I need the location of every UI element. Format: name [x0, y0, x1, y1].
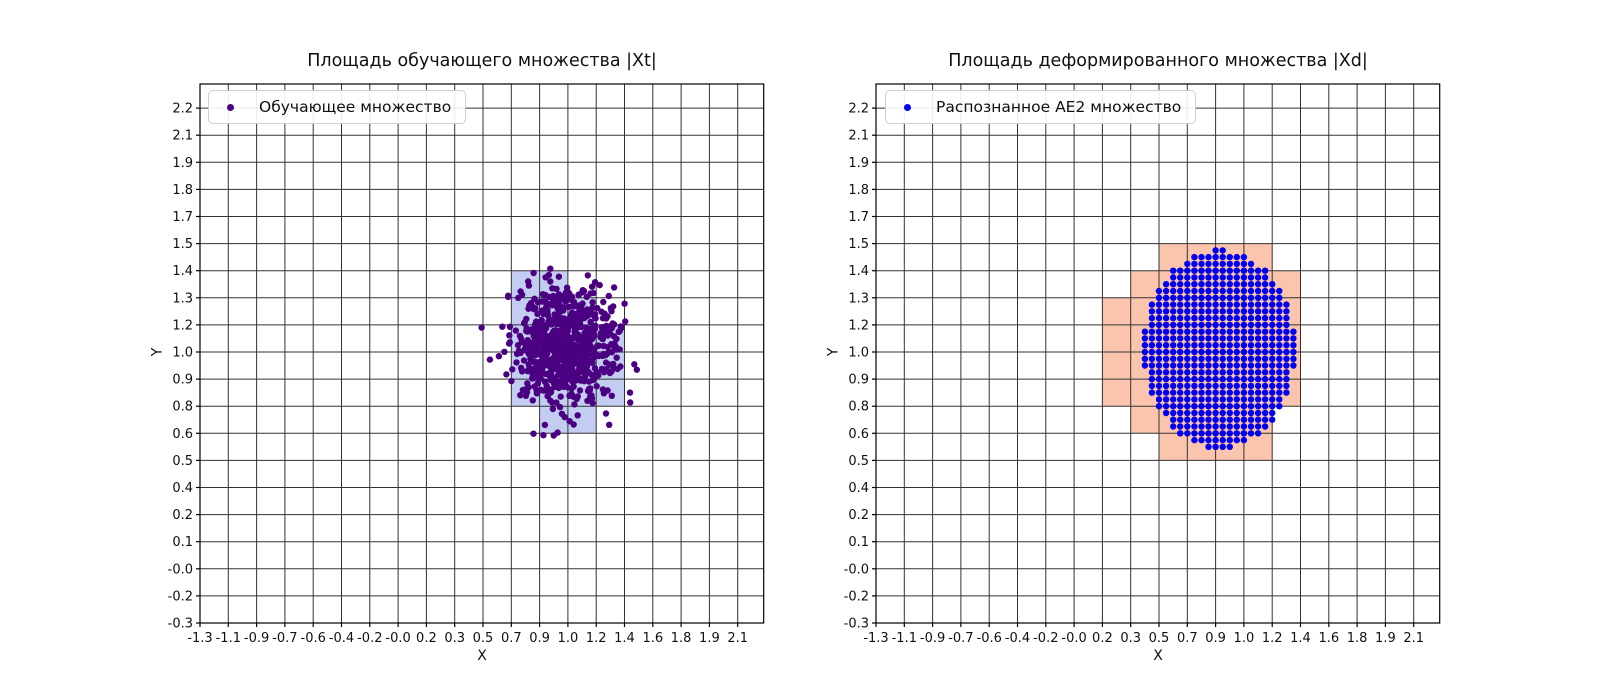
svg-text:1.6: 1.6	[1318, 631, 1339, 646]
svg-text:-1.1: -1.1	[892, 631, 917, 646]
svg-text:1.4: 1.4	[1290, 631, 1311, 646]
svg-text:0.4: 0.4	[848, 481, 869, 496]
svg-text:-0.6: -0.6	[301, 631, 326, 646]
svg-text:2.1: 2.1	[1403, 631, 1424, 646]
svg-text:0.8: 0.8	[848, 400, 869, 415]
svg-text:1.3: 1.3	[172, 291, 193, 306]
svg-text:1.4: 1.4	[848, 264, 869, 279]
legend-training: Обучающее множество	[208, 90, 467, 124]
svg-text:1.7: 1.7	[172, 210, 193, 225]
svg-text:0.2: 0.2	[172, 508, 193, 523]
legend-marker-dot-icon	[904, 103, 911, 111]
svg-text:1.9: 1.9	[699, 631, 720, 646]
svg-text:1.8: 1.8	[172, 183, 193, 198]
svg-text:1.2: 1.2	[172, 318, 193, 333]
xlabel-training: X	[477, 648, 487, 664]
svg-text:0.3: 0.3	[444, 631, 465, 646]
svg-text:1.9: 1.9	[1375, 631, 1396, 646]
svg-text:1.5: 1.5	[848, 237, 869, 252]
svg-text:-0.0: -0.0	[1061, 631, 1086, 646]
svg-text:1.3: 1.3	[848, 291, 869, 306]
svg-text:-0.0: -0.0	[168, 562, 193, 577]
svg-text:-0.7: -0.7	[272, 631, 297, 646]
legend-marker-dot-icon	[227, 103, 234, 111]
svg-text:0.2: 0.2	[416, 631, 437, 646]
svg-text:0.1: 0.1	[848, 535, 869, 550]
svg-text:0.4: 0.4	[172, 481, 193, 496]
svg-text:-1.3: -1.3	[187, 631, 212, 646]
axes-training: -1.3-0.3 -1.1 -0.2 -0.9 -0.0 -0.7 0.1 -0.6 0.2 -0…	[168, 83, 765, 646]
svg-text:0.7: 0.7	[501, 631, 522, 646]
svg-text:1.9: 1.9	[172, 156, 193, 171]
svg-text:0.3: 0.3	[1120, 631, 1141, 646]
plot-title-training: Площадь обучающего множества |Xt|	[307, 51, 657, 71]
svg-text:-0.4: -0.4	[1005, 631, 1030, 646]
svg-text:-0.3: -0.3	[844, 617, 869, 632]
svg-text:-0.4: -0.4	[329, 631, 354, 646]
axes-deformed: -1.3-0.3 -1.1 -0.2 -0.9 -0.0 -0.7 0.1 -0.6 0.2 -0…	[844, 83, 1441, 646]
svg-text:0.2: 0.2	[1092, 631, 1113, 646]
svg-text:-0.2: -0.2	[844, 589, 869, 604]
svg-text:1.0: 1.0	[172, 346, 193, 361]
svg-text:0.8: 0.8	[172, 400, 193, 415]
svg-text:1.2: 1.2	[848, 318, 869, 333]
svg-text:1.7: 1.7	[848, 210, 869, 225]
ylabel-training: Y	[149, 347, 166, 357]
svg-text:1.0: 1.0	[1234, 631, 1255, 646]
svg-text:1.4: 1.4	[614, 631, 635, 646]
svg-text:1.6: 1.6	[642, 631, 663, 646]
svg-text:2.2: 2.2	[848, 102, 869, 117]
svg-text:1.2: 1.2	[586, 631, 607, 646]
svg-text:0.9: 0.9	[172, 373, 193, 388]
svg-text:2.1: 2.1	[848, 129, 869, 144]
svg-text:1.9: 1.9	[848, 156, 869, 171]
svg-text:1.2: 1.2	[1262, 631, 1283, 646]
svg-text:0.9: 0.9	[848, 373, 869, 388]
svg-text:2.1: 2.1	[172, 129, 193, 144]
svg-text:0.5: 0.5	[172, 454, 193, 469]
svg-text:0.5: 0.5	[473, 631, 494, 646]
svg-text:1.8: 1.8	[671, 631, 692, 646]
svg-text:-0.0: -0.0	[844, 562, 869, 577]
svg-text:1.4: 1.4	[172, 264, 193, 279]
svg-text:-0.0: -0.0	[385, 631, 410, 646]
legend-deformed: Распознанное AE2 множество	[885, 90, 1197, 124]
svg-text:0.5: 0.5	[1149, 631, 1170, 646]
plot-title-deformed: Площадь деформированного множества |Xd|	[948, 51, 1368, 71]
svg-text:0.7: 0.7	[1177, 631, 1198, 646]
svg-text:1.8: 1.8	[848, 183, 869, 198]
svg-text:1.0: 1.0	[848, 346, 869, 361]
svg-text:-0.9: -0.9	[244, 631, 269, 646]
svg-text:-0.9: -0.9	[920, 631, 945, 646]
svg-text:0.2: 0.2	[848, 508, 869, 523]
ylabel-deformed: Y	[825, 347, 842, 357]
svg-text:1.0: 1.0	[558, 631, 579, 646]
svg-text:-1.1: -1.1	[216, 631, 241, 646]
svg-text:0.1: 0.1	[172, 535, 193, 550]
svg-text:0.6: 0.6	[172, 427, 193, 442]
svg-text:-1.3: -1.3	[863, 631, 888, 646]
legend-label-training: Обучающее множество	[259, 98, 452, 116]
svg-text:-0.2: -0.2	[357, 631, 382, 646]
svg-text:1.5: 1.5	[172, 237, 193, 252]
svg-text:2.2: 2.2	[172, 102, 193, 117]
legend-label-deformed: Распознанное AE2 множество	[936, 98, 1182, 116]
svg-text:-0.3: -0.3	[168, 617, 193, 632]
svg-text:2.1: 2.1	[727, 631, 748, 646]
xlabel-deformed: X	[1153, 648, 1163, 664]
svg-text:0.6: 0.6	[848, 427, 869, 442]
svg-text:-0.7: -0.7	[948, 631, 973, 646]
svg-text:0.9: 0.9	[529, 631, 550, 646]
svg-text:0.5: 0.5	[848, 454, 869, 469]
svg-text:1.8: 1.8	[1347, 631, 1368, 646]
svg-text:0.9: 0.9	[1205, 631, 1226, 646]
svg-text:-0.2: -0.2	[168, 589, 193, 604]
svg-text:-0.2: -0.2	[1033, 631, 1058, 646]
svg-text:-0.6: -0.6	[977, 631, 1002, 646]
